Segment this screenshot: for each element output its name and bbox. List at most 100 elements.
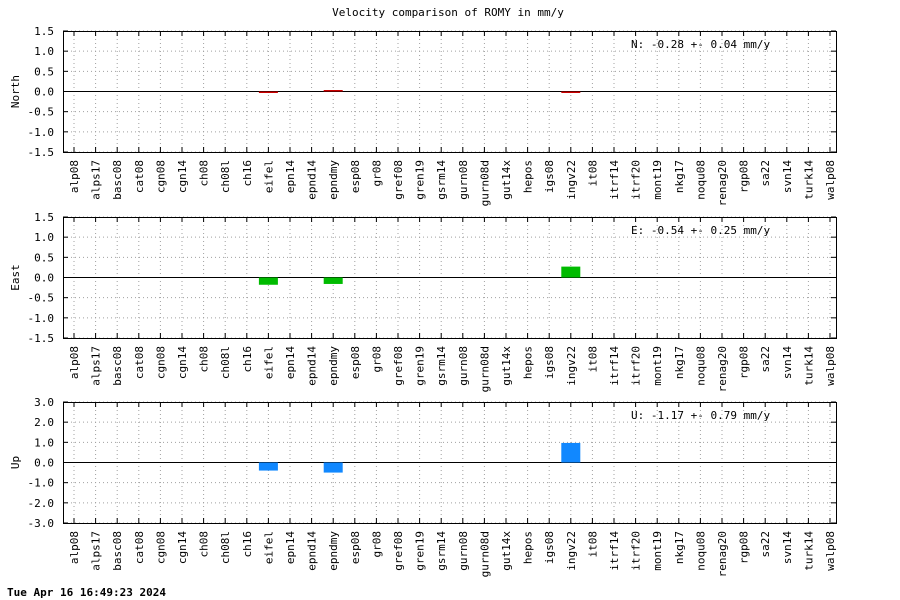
y-tick-label: 1.5 (34, 211, 54, 224)
x-tick-label: alp08 (68, 346, 81, 379)
x-tick-label: noqu08 (694, 346, 707, 386)
x-tick-label: epndmy (327, 531, 340, 571)
x-tick-label: it08 (586, 160, 599, 187)
x-tick-label: nkg17 (673, 346, 686, 379)
x-tick-label: cat08 (133, 531, 146, 564)
x-tick-label: renag20 (716, 160, 729, 206)
x-tick-label: basc08 (111, 346, 124, 386)
x-tick-label: turk14 (802, 531, 815, 571)
y-tick-label: -0.5 (28, 292, 55, 305)
x-tick-label: gref08 (392, 346, 405, 386)
x-tick-label: turk14 (802, 160, 815, 200)
x-tick-label: gsrm14 (435, 531, 448, 571)
x-tick-label: itrf14 (608, 531, 621, 571)
bar-epndmy (323, 462, 343, 473)
x-tick-label: rgp08 (738, 346, 751, 379)
x-tick-label: gsrm14 (435, 160, 448, 200)
x-tick-label: ch08l (219, 160, 232, 193)
x-tick-label: nkg17 (673, 531, 686, 564)
x-tick-label: gr08 (370, 531, 383, 558)
x-tick-label: ch16 (241, 160, 254, 187)
x-tick-label: ch08l (219, 346, 232, 379)
bar-epndmy (323, 90, 343, 92)
x-tick-label: itrf20 (630, 531, 643, 571)
y-tick-label: -1.5 (28, 146, 55, 159)
panel-east: 1.5 1.0 0.5 0.0 -0.5 -1.0 -1.5 alp08 alps17 basc0… (9, 211, 837, 392)
y-tick-label: 3.0 (34, 396, 54, 409)
x-tick-label: esp08 (349, 531, 362, 564)
y-axis-label: Up (9, 456, 22, 469)
x-tick-label: renag20 (716, 531, 729, 577)
x-tick-label: it08 (586, 531, 599, 558)
x-tick-label: gref08 (392, 531, 405, 571)
x-tick-label: cgn14 (176, 531, 189, 564)
x-tick-label: cgn14 (176, 346, 189, 379)
y-tick-label: 1.0 (34, 45, 54, 58)
x-tick-label: gurn08 (457, 531, 470, 571)
x-tick-label: alp08 (68, 531, 81, 564)
panel-up: 3.0 2.0 1.0 0.0 -1.0 -2.0 -3.0 alp08 alps17 basc0… (9, 396, 837, 577)
x-tick-label: eifel (262, 531, 275, 564)
x-tick-label: gr08 (370, 346, 383, 373)
x-tick-label: epndmy (327, 160, 340, 200)
x-tick-label: epn14 (284, 531, 297, 564)
x-tick-label: alps17 (90, 346, 103, 386)
y-axis-label: North (9, 75, 22, 108)
x-tick-label: epnd14 (306, 160, 319, 200)
x-tick-label: cgn08 (154, 160, 167, 193)
x-tick-label: itrf14 (608, 160, 621, 200)
x-tick-label: mont19 (651, 346, 664, 386)
stats-annotation: N: -0.28 +- 0.04 mm/y (631, 38, 770, 51)
y-tick-label: 0.5 (34, 65, 54, 78)
x-tick-label: esp08 (349, 160, 362, 193)
y-tick-label: -1.0 (28, 312, 55, 325)
x-tick-label: svn14 (781, 531, 794, 564)
x-tick-label: walp08 (824, 531, 837, 571)
x-tick-label: it08 (586, 346, 599, 373)
y-tick-label: 1.0 (34, 436, 54, 449)
x-tick-label: alps17 (90, 531, 103, 571)
x-tick-label: ch08l (219, 531, 232, 564)
x-tick-label: sa22 (759, 531, 772, 558)
bar-ingv22 (561, 266, 581, 278)
x-tick-label: epn14 (284, 346, 297, 379)
x-tick-label: ch08 (198, 346, 211, 373)
x-tick-label: gren19 (414, 346, 427, 386)
x-tick-label: sa22 (759, 160, 772, 187)
x-tick-label: eifel (262, 160, 275, 193)
x-tick-label: epndmy (327, 346, 340, 386)
x-tick-label: gurn08d (478, 160, 491, 206)
x-tick-label: mont19 (651, 531, 664, 571)
y-tick-label: 0.0 (34, 272, 54, 285)
x-tick-label: gsrm14 (435, 346, 448, 386)
x-tick-label: hepos (522, 531, 535, 564)
x-tick-label: ch16 (241, 346, 254, 373)
x-tick-label: svn14 (781, 160, 794, 193)
y-tick-label: -3.0 (28, 517, 55, 530)
x-tick-label: gr08 (370, 160, 383, 187)
x-tick-label: walp08 (824, 160, 837, 200)
x-tick-label: itrf20 (630, 160, 643, 200)
x-tick-label: epnd14 (306, 531, 319, 571)
y-tick-label: -2.0 (28, 497, 55, 510)
x-tick-label: nkg17 (673, 160, 686, 193)
x-tick-label: hepos (522, 346, 535, 379)
stats-annotation: U: -1.17 +- 0.79 mm/y (631, 409, 770, 422)
x-tick-label: rgp08 (738, 531, 751, 564)
x-tick-label: itrf14 (608, 346, 621, 386)
bar-eifel (258, 91, 278, 93)
bar-eifel (258, 277, 278, 285)
x-tick-label: svn14 (781, 346, 794, 379)
x-tick-label: cgn08 (154, 346, 167, 379)
x-tick-label: ch16 (241, 531, 254, 558)
x-tick-label: gurn08d (478, 346, 491, 392)
x-tick-label: esp08 (349, 346, 362, 379)
x-tick-label: basc08 (111, 531, 124, 571)
x-tick-label: gut14x (500, 531, 513, 571)
x-tick-label: gurn08d (478, 531, 491, 577)
bar-ingv22 (561, 91, 581, 93)
y-tick-label: -0.5 (28, 106, 55, 119)
x-tick-label: gref08 (392, 160, 405, 200)
x-tick-label: ingv22 (565, 346, 578, 386)
x-tick-label: igs08 (543, 160, 556, 193)
